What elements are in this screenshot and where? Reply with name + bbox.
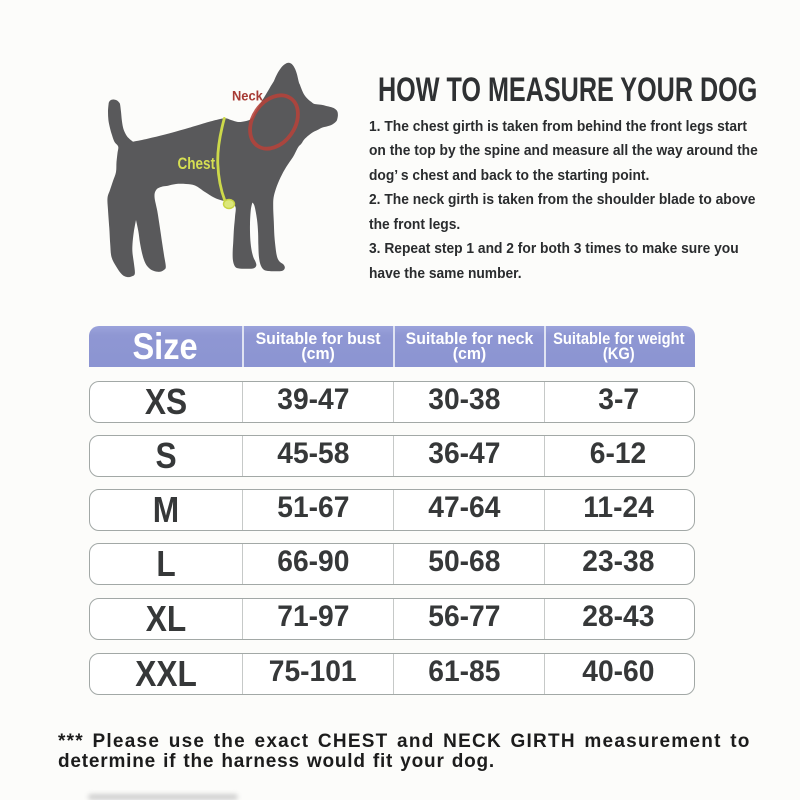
svg-text:Chest: Chest	[178, 155, 216, 174]
svg-text:Neck: Neck	[232, 88, 263, 104]
